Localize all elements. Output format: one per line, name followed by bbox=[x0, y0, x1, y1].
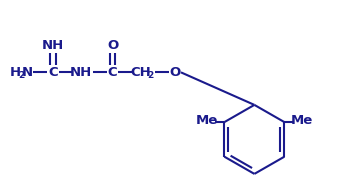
Text: N: N bbox=[22, 66, 33, 79]
Text: C: C bbox=[48, 66, 58, 79]
Text: H: H bbox=[10, 66, 21, 79]
Text: C: C bbox=[108, 66, 117, 79]
Text: NH: NH bbox=[70, 66, 92, 79]
Text: Me: Me bbox=[195, 114, 217, 127]
Text: Me: Me bbox=[291, 114, 313, 127]
Text: 2: 2 bbox=[18, 71, 24, 80]
Text: CH: CH bbox=[130, 66, 151, 79]
Text: 2: 2 bbox=[147, 71, 153, 80]
Text: O: O bbox=[107, 39, 118, 52]
Text: O: O bbox=[169, 66, 181, 79]
Text: NH: NH bbox=[42, 39, 64, 52]
